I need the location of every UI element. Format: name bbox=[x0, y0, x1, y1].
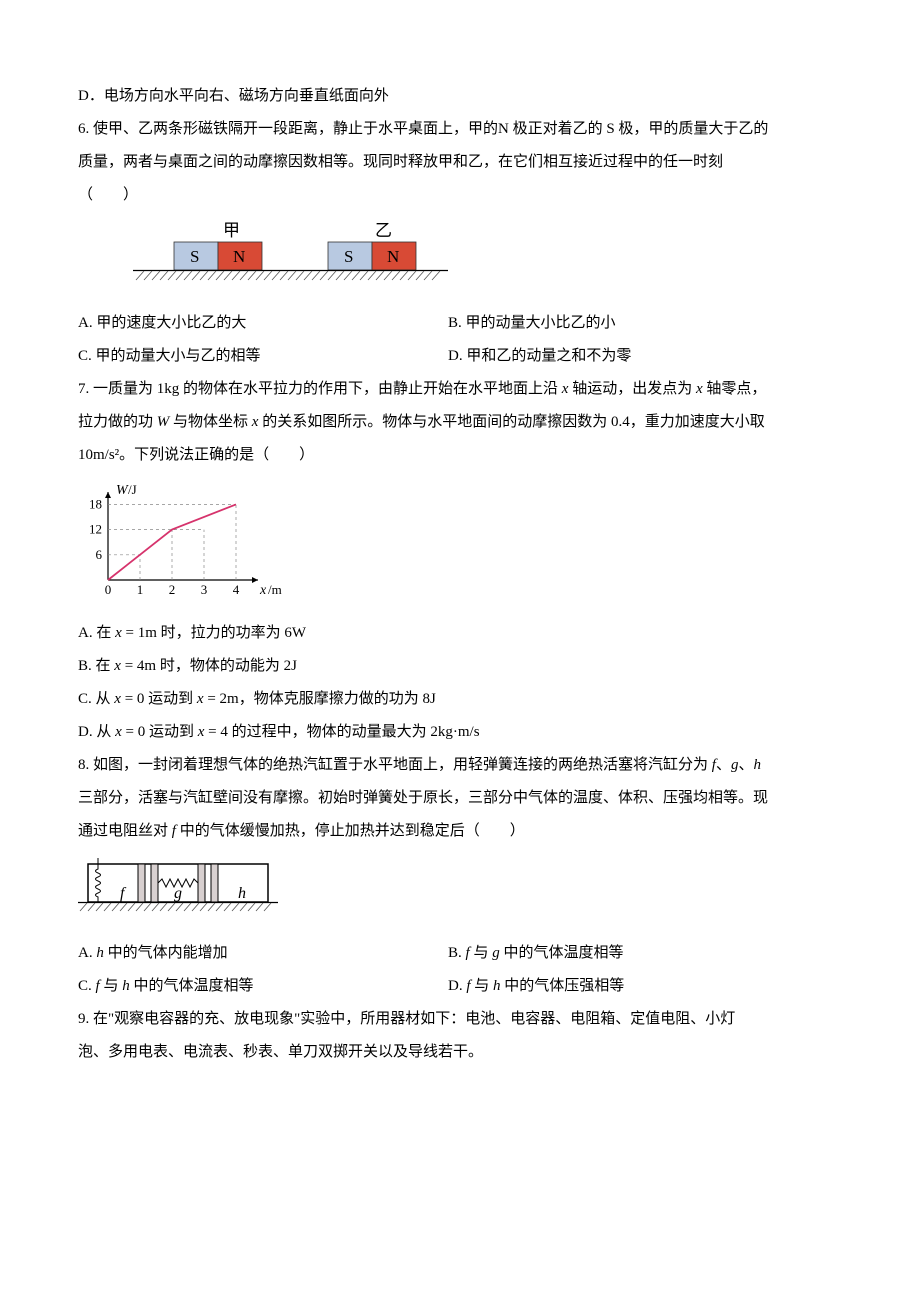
svg-text:x: x bbox=[259, 583, 267, 598]
q7-option-a: A. 在 x = 1m 时，拉力的功率为 6W bbox=[78, 617, 842, 650]
q5-option-d: D．电场方向水平向右、磁场方向垂直纸面向外 bbox=[78, 80, 842, 113]
q8-cylinder-diagram: f g h bbox=[78, 858, 842, 931]
svg-text:3: 3 bbox=[201, 582, 208, 597]
svg-text:18: 18 bbox=[89, 496, 102, 511]
label-jia: 甲 bbox=[223, 221, 240, 240]
q8-option-b: B. f 与 g 中的气体温度相等 bbox=[448, 937, 623, 970]
svg-text:N: N bbox=[233, 247, 245, 266]
q7-stem-line2: 拉力做的功 W 与物体坐标 x 的关系如图所示。物体与水平地面间的动摩擦因数为 … bbox=[78, 406, 842, 439]
svg-text:/m: /m bbox=[268, 582, 282, 597]
q7-stem-line1: 7. 一质量为 1kg 的物体在水平拉力的作用下，由静止开始在水平地面上沿 x … bbox=[78, 373, 842, 406]
q9-stem-line2: 泡、多用电表、电流表、秒表、单刀双掷开关以及导线若干。 bbox=[78, 1036, 842, 1069]
svg-text:/J: /J bbox=[128, 482, 137, 497]
q6-stem-line1: 6. 使甲、乙两条形磁铁隔开一段距离，静止于水平桌面上，甲的N 极正对着乙的 S… bbox=[78, 113, 842, 146]
svg-text:h: h bbox=[238, 885, 246, 902]
svg-text:N: N bbox=[387, 247, 399, 266]
q6-stem-line2: 质量，两者与桌面之间的动摩擦因数相等。现同时释放甲和乙，在它们相互接近过程中的任… bbox=[78, 146, 842, 179]
svg-text:12: 12 bbox=[89, 522, 102, 537]
svg-text:6: 6 bbox=[96, 547, 103, 562]
q6-option-b: B. 甲的动量大小比乙的小 bbox=[448, 307, 616, 340]
q6-option-d: D. 甲和乙的动量之和不为零 bbox=[448, 340, 631, 373]
q8-option-d: D. f 与 h 中的气体压强相等 bbox=[448, 970, 624, 1003]
q7-stem-line3: 10m/s²。下列说法正确的是（ ） bbox=[78, 439, 842, 472]
q8-option-a: A. h 中的气体内能增加 bbox=[78, 937, 448, 970]
svg-text:1: 1 bbox=[137, 582, 144, 597]
svg-text:0: 0 bbox=[105, 582, 112, 597]
q9-stem-line1: 9. 在"观察电容器的充、放电现象"实验中，所用器材如下：电池、电容器、电阻箱、… bbox=[78, 1003, 842, 1036]
svg-text:f: f bbox=[120, 885, 127, 902]
q7-option-c: C. 从 x = 0 运动到 x = 2m，物体克服摩擦力做的功为 8J bbox=[78, 683, 842, 716]
q8-stem-line3: 通过电阻丝对 f 中的气体缓慢加热，停止加热并达到稳定后（ ） bbox=[78, 815, 842, 848]
q8-stem-line2: 三部分，活塞与汽缸壁间没有摩擦。初始时弹簧处于原长，三部分中气体的温度、体积、压… bbox=[78, 782, 842, 815]
q7-graph: 6121801234W/Jx/m bbox=[78, 480, 842, 613]
svg-text:2: 2 bbox=[169, 582, 176, 597]
q6-magnets-diagram: 甲 乙 S N S N bbox=[78, 220, 842, 303]
label-yi: 乙 bbox=[375, 221, 392, 240]
q8-option-c: C. f 与 h 中的气体温度相等 bbox=[78, 970, 448, 1003]
q7-option-d: D. 从 x = 0 运动到 x = 4 的过程中，物体的动量最大为 2kg·m… bbox=[78, 716, 842, 749]
q8-stem-line1: 8. 如图，一封闭着理想气体的绝热汽缸置于水平地面上，用轻弹簧连接的两绝热活塞将… bbox=[78, 749, 842, 782]
svg-text:S: S bbox=[344, 247, 353, 266]
q6-stem-line3: （ ） bbox=[78, 179, 842, 212]
svg-text:g: g bbox=[174, 885, 182, 902]
svg-text:4: 4 bbox=[233, 582, 240, 597]
q6-option-a: A. 甲的速度大小比乙的大 bbox=[78, 307, 448, 340]
svg-text:S: S bbox=[190, 247, 199, 266]
q6-option-c: C. 甲的动量大小与乙的相等 bbox=[78, 340, 448, 373]
q7-option-b: B. 在 x = 4m 时，物体的动能为 2J bbox=[78, 650, 842, 683]
